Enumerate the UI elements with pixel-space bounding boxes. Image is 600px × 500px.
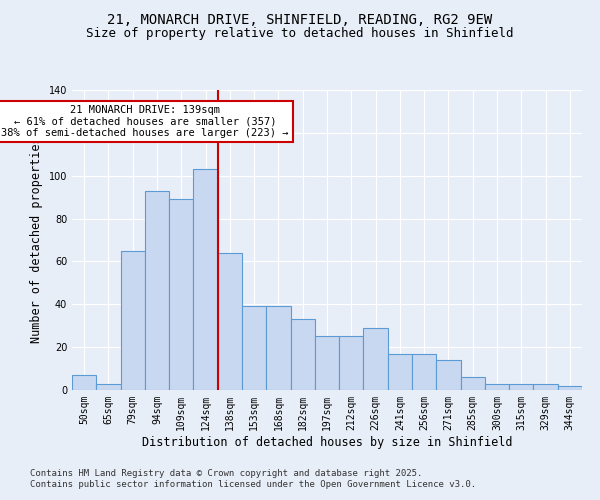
Bar [436, 360, 461, 390]
Bar [266, 306, 290, 390]
Bar [72, 375, 96, 390]
Bar [145, 190, 169, 390]
Bar [169, 200, 193, 390]
Bar [290, 320, 315, 390]
Bar [558, 386, 582, 390]
Bar [315, 336, 339, 390]
Text: Contains HM Land Registry data © Crown copyright and database right 2025.: Contains HM Land Registry data © Crown c… [30, 468, 422, 477]
Bar [509, 384, 533, 390]
X-axis label: Distribution of detached houses by size in Shinfield: Distribution of detached houses by size … [142, 436, 512, 448]
Bar [96, 384, 121, 390]
Bar [485, 384, 509, 390]
Bar [242, 306, 266, 390]
Bar [388, 354, 412, 390]
Bar [218, 253, 242, 390]
Text: Contains public sector information licensed under the Open Government Licence v3: Contains public sector information licen… [30, 480, 476, 489]
Y-axis label: Number of detached properties: Number of detached properties [30, 136, 43, 344]
Text: 21 MONARCH DRIVE: 139sqm
← 61% of detached houses are smaller (357)
38% of semi-: 21 MONARCH DRIVE: 139sqm ← 61% of detach… [1, 105, 289, 138]
Bar [461, 377, 485, 390]
Bar [533, 384, 558, 390]
Text: 21, MONARCH DRIVE, SHINFIELD, READING, RG2 9EW: 21, MONARCH DRIVE, SHINFIELD, READING, R… [107, 12, 493, 26]
Bar [121, 250, 145, 390]
Bar [412, 354, 436, 390]
Text: Size of property relative to detached houses in Shinfield: Size of property relative to detached ho… [86, 28, 514, 40]
Bar [339, 336, 364, 390]
Bar [193, 170, 218, 390]
Bar [364, 328, 388, 390]
